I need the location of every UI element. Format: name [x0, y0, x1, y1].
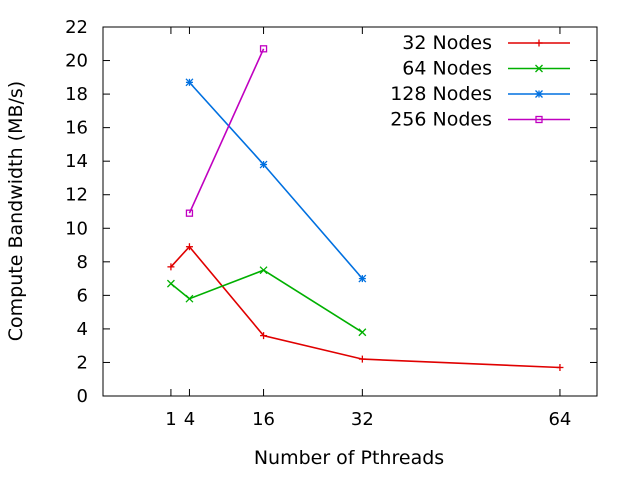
series-line	[188, 81, 364, 280]
data-point	[185, 78, 194, 87]
y-tick-label: 12	[65, 185, 88, 206]
marker-stroke	[185, 78, 194, 87]
x-tick-label: 32	[351, 409, 374, 430]
data-point	[185, 294, 194, 303]
data-point	[167, 263, 175, 271]
data-point	[260, 332, 268, 340]
plot-frame	[102, 26, 598, 397]
y-tick-label: 6	[77, 285, 88, 306]
data-point	[535, 64, 543, 73]
x-tick-label: 1	[165, 409, 176, 430]
marker-square	[535, 115, 543, 124]
marker-stroke	[358, 274, 367, 283]
series-1	[167, 243, 564, 371]
data-point	[358, 328, 367, 337]
y-tick-label: 2	[77, 352, 88, 373]
data-point	[185, 243, 193, 251]
marker-stroke	[535, 64, 543, 73]
series-line	[170, 269, 363, 333]
y-tick-label: 4	[77, 319, 88, 340]
x-axis-title: Number of Pthreads	[254, 447, 444, 469]
x-axis: 1 4 16 32 64	[165, 27, 571, 430]
x-tick-label: 16	[252, 409, 275, 430]
marker-square	[259, 45, 268, 53]
marker-stroke	[358, 328, 367, 337]
y-tick-label: 0	[77, 386, 88, 407]
data-point	[259, 266, 268, 275]
y-tick-label: 10	[65, 218, 88, 239]
x-tick-label: 4	[184, 409, 195, 430]
legend-entry: 64 Nodes	[402, 58, 570, 80]
legend: 32 Nodes 64 Nodes 128 Nodes 256 Nodes	[390, 32, 570, 131]
data-point	[185, 209, 194, 217]
series-4	[185, 45, 268, 217]
y-axis-title: Compute Bandwidth (MB/s)	[5, 81, 27, 341]
y-axis: 0 2 4 6 8 10 12 14 16 18 20 22	[65, 17, 597, 407]
data-point	[535, 90, 543, 98]
y-tick-label: 18	[65, 84, 88, 105]
data-point	[535, 39, 543, 47]
marker-square	[185, 209, 194, 217]
data-point	[358, 355, 366, 363]
series-line	[188, 48, 265, 214]
legend-label: 64 Nodes	[402, 58, 492, 80]
legend-entry: 128 Nodes	[390, 83, 570, 105]
series-2	[166, 266, 367, 337]
data-point	[556, 363, 564, 371]
marker-stroke	[185, 294, 194, 303]
legend-entry: 256 Nodes	[390, 109, 570, 131]
legend-label: 32 Nodes	[402, 32, 492, 54]
legend-entry: 32 Nodes	[402, 32, 570, 54]
data-point	[535, 115, 543, 124]
y-tick-label: 16	[65, 118, 88, 139]
legend-label: 256 Nodes	[390, 109, 492, 131]
marker-stroke	[535, 90, 543, 98]
x-tick-label: 64	[548, 409, 571, 430]
y-tick-label: 8	[77, 252, 88, 273]
marker-stroke	[259, 266, 268, 275]
marker-stroke	[259, 160, 268, 169]
marker-stroke	[166, 279, 175, 288]
y-tick-label: 22	[65, 17, 88, 38]
data-point	[259, 160, 268, 169]
legend-label: 128 Nodes	[390, 83, 492, 105]
y-tick-label: 20	[65, 51, 88, 72]
series-layer	[166, 45, 564, 371]
data-point	[358, 274, 367, 283]
data-point	[259, 45, 268, 53]
data-point	[166, 279, 175, 288]
y-tick-label: 14	[65, 151, 88, 172]
series-line	[170, 245, 561, 369]
series-3	[185, 78, 367, 283]
